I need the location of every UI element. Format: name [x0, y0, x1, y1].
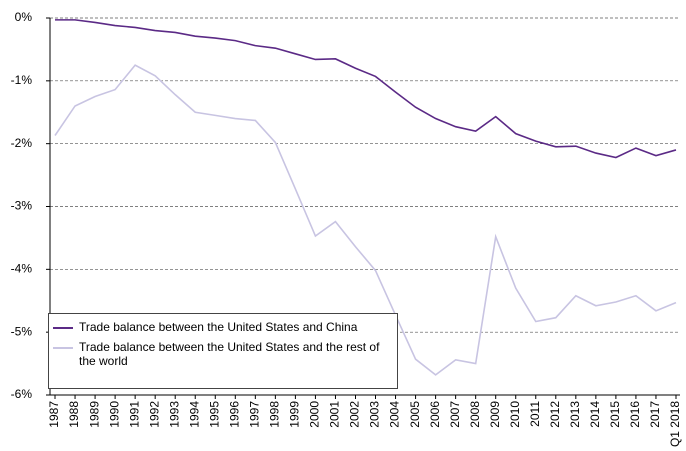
x-tick-label: 1990 — [107, 401, 121, 428]
x-tick-label: 2001 — [328, 401, 342, 428]
x-tick-label: 1998 — [268, 401, 282, 428]
x-tick-label: 1987 — [47, 401, 61, 428]
x-tick-label: Q1 2018 — [668, 401, 682, 447]
x-tick-label: 1992 — [147, 401, 161, 428]
x-tick-label: 2011 — [528, 401, 542, 427]
legend-label: Trade balance between the United States … — [79, 340, 380, 368]
x-tick-label: 2016 — [628, 401, 642, 428]
legend-label: Trade balance between the United States … — [79, 320, 358, 334]
x-tick-label: 2000 — [308, 401, 322, 428]
y-tick-label: -5% — [11, 324, 33, 338]
x-tick-label: 1996 — [227, 401, 241, 428]
x-tick-label: 1989 — [87, 401, 101, 428]
line-series — [54, 64, 677, 376]
legend-entry: Trade balance between the United States … — [53, 340, 393, 368]
x-tick-label: 2008 — [468, 401, 482, 428]
x-tick-label: 2009 — [488, 401, 502, 428]
y-tick-label: 0% — [15, 10, 33, 24]
legend: Trade balance between the United States … — [48, 313, 398, 389]
x-tick-label: 2005 — [408, 401, 422, 428]
line-series — [55, 19, 677, 159]
y-tick-label: -2% — [11, 136, 33, 150]
y-tick-label: -3% — [11, 199, 33, 213]
legend-swatch — [53, 327, 73, 329]
legend-swatch — [53, 347, 73, 349]
x-tick-label: 1991 — [127, 401, 141, 428]
x-tick-label: 2014 — [588, 401, 602, 428]
legend-entry: Trade balance between the United States … — [53, 320, 393, 334]
x-tick-label: 1999 — [288, 401, 302, 428]
x-tick-label: 2015 — [608, 401, 622, 428]
y-tick-label: -6% — [11, 387, 33, 401]
y-tick-label: -4% — [11, 262, 33, 276]
x-tick-label: 2003 — [368, 401, 382, 428]
x-tick-label: 1995 — [207, 401, 221, 428]
x-tick-label: 1997 — [248, 401, 262, 428]
x-tick-label: 1988 — [67, 401, 81, 428]
x-tick-label: 2002 — [348, 401, 362, 428]
x-tick-label: 2004 — [388, 401, 402, 428]
x-tick-label: 2013 — [568, 401, 582, 428]
x-tick-label: 1993 — [167, 401, 181, 428]
y-tick-label: -1% — [11, 73, 33, 87]
x-tick-label: 2017 — [648, 401, 662, 428]
x-tick-label: 2007 — [448, 401, 462, 428]
x-tick-label: 2012 — [548, 401, 562, 428]
x-tick-label: 2010 — [508, 401, 522, 428]
x-tick-label: 1994 — [187, 401, 201, 428]
x-tick-label: 2006 — [428, 401, 442, 428]
